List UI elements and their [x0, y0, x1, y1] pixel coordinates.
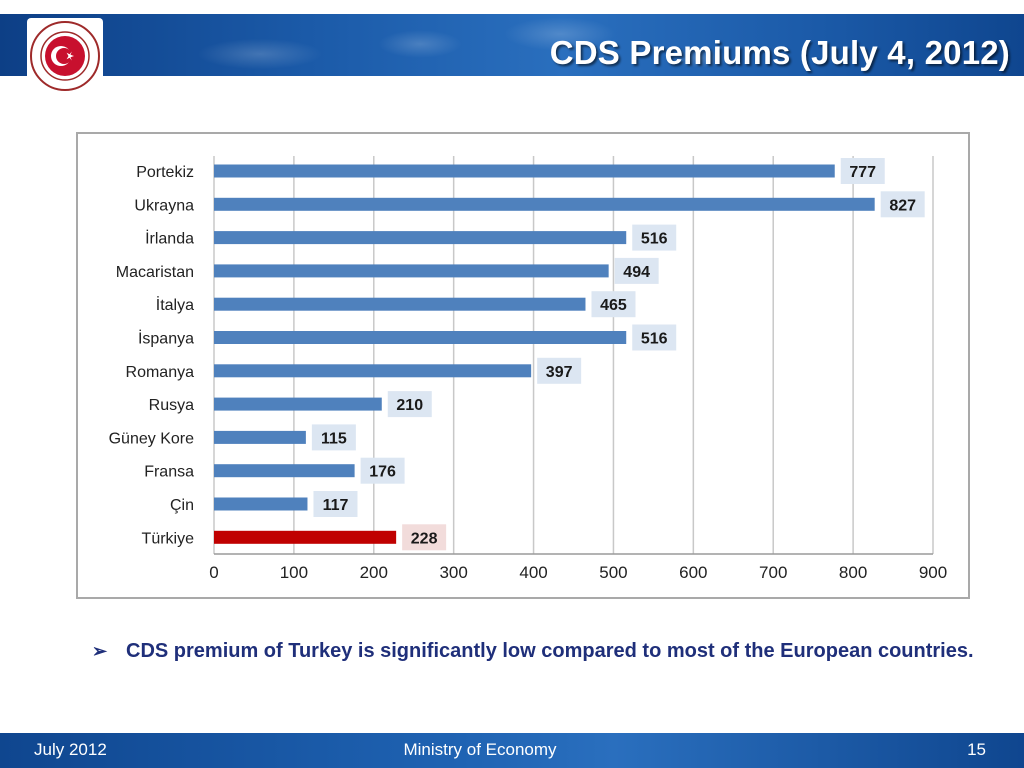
- page-number: 15: [967, 740, 986, 759]
- category-label: Çin: [170, 497, 194, 514]
- x-tick-label: 800: [839, 563, 867, 582]
- category-label: Türkiye: [142, 530, 195, 547]
- data-label: 210: [396, 397, 423, 414]
- bar: [214, 297, 586, 311]
- bar: [214, 430, 306, 444]
- data-label-box: [880, 191, 925, 218]
- x-tick-label: 900: [919, 563, 947, 582]
- data-label-box: [537, 357, 582, 384]
- data-label: 827: [889, 197, 916, 214]
- data-label-box: [360, 457, 405, 484]
- bar: [214, 231, 627, 245]
- bullet-text: CDS premium of Turkey is significantly l…: [126, 640, 974, 662]
- data-label: 516: [641, 331, 668, 348]
- bar: [214, 497, 308, 511]
- x-tick-label: 600: [679, 563, 707, 582]
- bar: [214, 197, 875, 211]
- chart-canvas: 0 100 200 300 400 500 600 700 800 900 Portekiz 777 U…: [109, 156, 947, 582]
- ministry-logo: [27, 18, 103, 94]
- bar: [214, 264, 609, 278]
- category-label: Macaristan: [116, 264, 194, 281]
- footer-organization: Ministry of Economy: [403, 740, 557, 759]
- data-label-box: [387, 391, 432, 418]
- bar: [214, 397, 382, 411]
- x-tick-label: 300: [439, 563, 467, 582]
- bar: [214, 164, 835, 178]
- bar: [214, 464, 355, 478]
- bar: [214, 331, 627, 344]
- world-map-texture: [0, 14, 1024, 76]
- data-label: 465: [600, 297, 627, 314]
- category-label: Rusya: [149, 397, 194, 414]
- page-title: CDS Premiums (July 4, 2012): [549, 34, 1010, 71]
- category-label: İrlanda: [145, 229, 194, 248]
- bar: [214, 364, 532, 378]
- x-tick-label: 700: [759, 563, 787, 582]
- data-label-box: [614, 257, 659, 284]
- category-label: Ukrayna: [134, 197, 194, 214]
- data-label-box: [632, 224, 677, 251]
- category-label: Romanya: [126, 364, 195, 381]
- cds-bar-chart: 0 100 200 300 400 500 600 700 800 900 Portekiz 777 U…: [76, 132, 970, 599]
- category-label: Fransa: [144, 464, 194, 481]
- data-label: 777: [849, 164, 876, 181]
- x-tick-label: 100: [280, 563, 308, 582]
- data-label: 494: [623, 264, 650, 281]
- footer-band: July 2012 Ministry of Economy 15: [0, 733, 1024, 768]
- category-label: İspanya: [138, 329, 194, 348]
- category-label: Güney Kore: [109, 430, 194, 447]
- data-label: 228: [411, 530, 438, 547]
- header-band: CDS Premiums (July 4, 2012): [0, 14, 1024, 94]
- x-tick-label: 200: [360, 563, 388, 582]
- data-label: 397: [546, 364, 573, 381]
- data-label: 176: [369, 464, 396, 481]
- data-label-box: [402, 524, 447, 551]
- category-label: İtalya: [156, 295, 194, 314]
- bar: [214, 530, 397, 544]
- data-label-box: [311, 424, 356, 451]
- data-label: 115: [321, 430, 347, 447]
- footer-date: July 2012: [34, 740, 107, 759]
- data-label-box: [313, 491, 358, 517]
- arrow-bullet-icon: ➢: [92, 641, 108, 661]
- data-label-box: [840, 158, 885, 184]
- data-label: 516: [641, 231, 668, 248]
- data-label-box: [632, 324, 677, 351]
- x-tick-label: 0: [209, 563, 218, 582]
- category-label: Portekiz: [136, 164, 194, 181]
- data-label: 117: [323, 497, 349, 514]
- bullet-point: ➢ CDS premium of Turkey is significantly…: [92, 634, 978, 668]
- x-tick-label: 400: [519, 563, 547, 582]
- x-tick-label: 500: [599, 563, 627, 582]
- data-label-box: [591, 291, 636, 318]
